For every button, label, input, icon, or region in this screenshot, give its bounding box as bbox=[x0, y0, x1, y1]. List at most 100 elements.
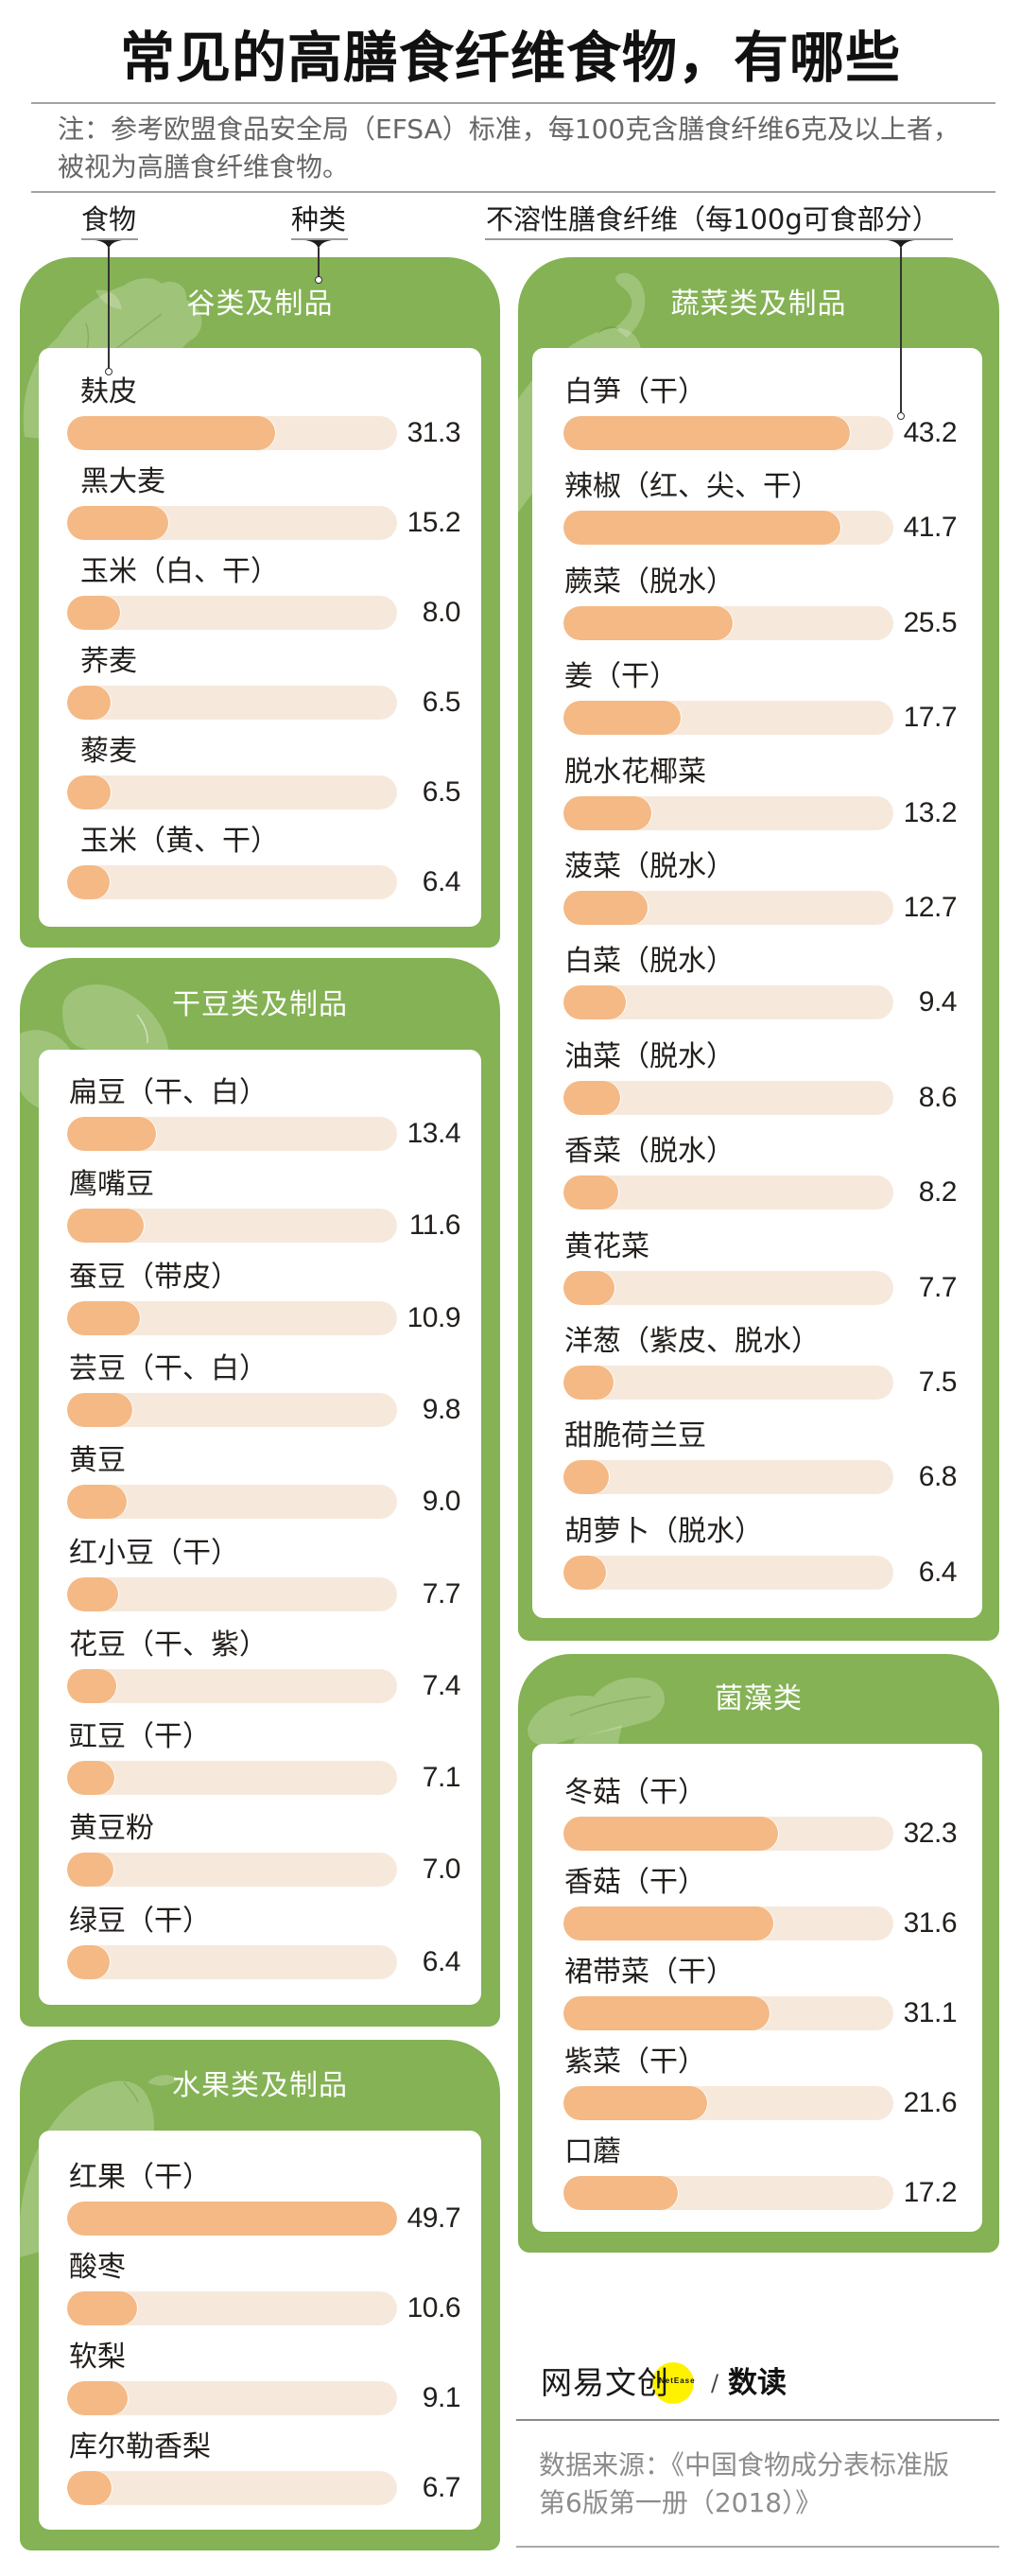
fiber-value: 10.9 bbox=[407, 1301, 461, 1333]
bar-fill bbox=[563, 1906, 773, 1941]
fiber-value: 15.2 bbox=[407, 507, 461, 538]
category-card-beans: 干豆类及制品 扁豆（干、白） 13.4 鹰嘴豆 11.6 蚕豆（带皮） 10.9… bbox=[20, 958, 500, 2027]
bar-fill bbox=[67, 1761, 114, 1796]
fiber-value: 8.0 bbox=[422, 597, 461, 628]
food-name: 冬菇（干） bbox=[564, 1776, 706, 1809]
bar-row: 白笋（干） 43.2 bbox=[518, 375, 999, 451]
bar-row: 酸枣 10.6 bbox=[20, 2251, 500, 2326]
category-title: 菌藻类 bbox=[715, 1682, 803, 1715]
bar-track bbox=[563, 1555, 893, 1590]
fiber-value: 9.0 bbox=[422, 1486, 461, 1518]
bar-fill bbox=[67, 1944, 110, 1979]
bar-fill bbox=[563, 795, 651, 830]
bar-track bbox=[563, 416, 893, 450]
bar-row: 裙带菜（干） 31.1 bbox=[518, 1956, 999, 2031]
bar-fill bbox=[563, 891, 649, 925]
bar-track bbox=[563, 1080, 893, 1115]
bar-row: 豇豆（干） 7.1 bbox=[20, 1720, 500, 1796]
bar-track bbox=[563, 1817, 893, 1851]
bar-fill bbox=[563, 605, 734, 640]
food-name: 鹰嘴豆 bbox=[69, 1168, 154, 1202]
bar-row: 红小豆（干） 7.7 bbox=[20, 1537, 500, 1612]
bar-list: 扁豆（干、白） 13.4 鹰嘴豆 11.6 蚕豆（带皮） 10.9 芸豆（干、白… bbox=[20, 958, 500, 2027]
bar-row: 绿豆（干） 6.4 bbox=[20, 1905, 500, 1980]
food-name: 红果（干） bbox=[69, 2161, 211, 2194]
fiber-value: 6.7 bbox=[422, 2472, 461, 2503]
bar-fill bbox=[67, 2381, 128, 2415]
fiber-value: 31.6 bbox=[903, 1907, 958, 1939]
food-name: 库尔勒香梨 bbox=[69, 2430, 211, 2463]
category-card-grains: 谷类及制品 麸皮 31.3 黑大麦 15.2 玉米（白、干） 8.0 荞麦 6.… bbox=[20, 257, 500, 948]
bar-track bbox=[67, 686, 397, 720]
bar-row: 花豆（干、紫） 7.4 bbox=[20, 1628, 500, 1704]
card-panel bbox=[39, 2131, 481, 2530]
bar-track bbox=[563, 1906, 893, 1941]
food-name: 口蘑 bbox=[564, 2135, 621, 2168]
bar-track bbox=[563, 701, 893, 736]
fiber-value: 49.7 bbox=[407, 2202, 461, 2234]
bar-track bbox=[563, 1175, 893, 1210]
bar-track bbox=[563, 891, 893, 925]
bar-fill bbox=[563, 511, 840, 546]
legend-value-label: 不溶性膳食纤维（每100g可食部分） bbox=[486, 203, 940, 235]
category-title: 谷类及制品 bbox=[186, 287, 334, 321]
food-name: 甜脆荷兰豆 bbox=[564, 1419, 706, 1453]
fiber-value: 21.6 bbox=[903, 2087, 958, 2118]
bar-list: 麸皮 31.3 黑大麦 15.2 玉米（白、干） 8.0 荞麦 6.5 藜麦 6… bbox=[20, 257, 500, 948]
bar-row: 洋葱（紫皮、脱水） 7.5 bbox=[518, 1325, 999, 1401]
fiber-value: 12.7 bbox=[903, 892, 958, 923]
fiber-value: 8.2 bbox=[918, 1176, 958, 1209]
bar-fill bbox=[563, 1270, 615, 1305]
food-name: 玉米（黄、干） bbox=[80, 825, 279, 858]
brand-yellow-dot-icon bbox=[652, 2362, 694, 2404]
category-card-fruits: 水果类及制品 红果（干） 49.7 酸枣 10.6 软梨 9.1 库尔勒香梨 6… bbox=[20, 2040, 500, 2550]
connector-dot bbox=[897, 412, 905, 420]
food-name: 豇豆（干） bbox=[69, 1720, 211, 1754]
bar-fill bbox=[67, 865, 110, 899]
fiber-value: 7.7 bbox=[422, 1577, 461, 1610]
fiber-value: 7.4 bbox=[422, 1669, 461, 1701]
bar-fill bbox=[67, 775, 111, 809]
connector-dot bbox=[105, 368, 112, 375]
bar-track bbox=[563, 985, 893, 1020]
bar-row: 黄豆 9.0 bbox=[20, 1444, 500, 1520]
bar-fill bbox=[67, 596, 121, 630]
bar-fill bbox=[563, 1460, 609, 1495]
food-name: 扁豆（干、白） bbox=[69, 1076, 268, 1109]
bar-fill bbox=[67, 1576, 119, 1611]
fiber-value: 6.5 bbox=[422, 776, 461, 808]
bar-row: 菠菜（脱水） 12.7 bbox=[518, 850, 999, 926]
bar-fill bbox=[67, 1853, 114, 1888]
legend-food-underline bbox=[81, 238, 138, 240]
fiber-value: 31.3 bbox=[407, 417, 461, 448]
bar-track bbox=[67, 1209, 397, 1244]
fiber-value: 7.1 bbox=[422, 1762, 461, 1794]
bar-row: 冬菇（干） 32.3 bbox=[518, 1776, 999, 1852]
food-name: 红小豆（干） bbox=[69, 1536, 239, 1570]
bar-row: 扁豆（干、白） 13.4 bbox=[20, 1076, 500, 1152]
food-name: 姜（干） bbox=[564, 660, 678, 694]
fiber-value: 7.0 bbox=[422, 1854, 461, 1886]
category-card-fungi-algae: 菌藻类 冬菇（干） 32.3 香菇（干） 31.6 裙带菜（干） 31.1 紫菜… bbox=[518, 1654, 999, 2253]
bar-row: 口蘑 17.2 bbox=[518, 2135, 999, 2211]
bar-row: 香菜（脱水） 8.2 bbox=[518, 1135, 999, 1210]
fiber-value: 6.4 bbox=[422, 1945, 461, 1977]
food-name: 洋葱（紫皮、脱水） bbox=[564, 1325, 820, 1358]
bar-row: 甜脆荷兰豆 6.8 bbox=[518, 1419, 999, 1495]
connector-line-value bbox=[900, 248, 902, 412]
bar-track bbox=[563, 2176, 893, 2210]
divider bbox=[516, 2419, 999, 2421]
fiber-value: 11.6 bbox=[408, 1210, 461, 1242]
bar-list: 冬菇（干） 32.3 香菇（干） 31.6 裙带菜（干） 31.1 紫菜（干） … bbox=[518, 1654, 999, 2253]
fiber-value: 43.2 bbox=[903, 417, 958, 448]
bar-track bbox=[563, 605, 893, 640]
brand-logo-en: NetEase bbox=[659, 2376, 696, 2385]
pointer-triangle-icon bbox=[887, 240, 915, 250]
bar-row: 香菇（干） 31.6 bbox=[518, 1866, 999, 1941]
bar-row: 姜（干） 17.7 bbox=[518, 660, 999, 736]
bar-row: 麸皮 31.3 bbox=[20, 375, 500, 451]
bar-track bbox=[67, 1392, 397, 1427]
category-title: 干豆类及制品 bbox=[172, 988, 348, 1021]
bar-row: 藜麦 6.5 bbox=[20, 735, 500, 810]
category-card-vegetables: 蔬菜类及制品 白笋（干） 43.2 辣椒（红、尖、干） 41.7 蕨菜（脱水） … bbox=[518, 257, 999, 1641]
